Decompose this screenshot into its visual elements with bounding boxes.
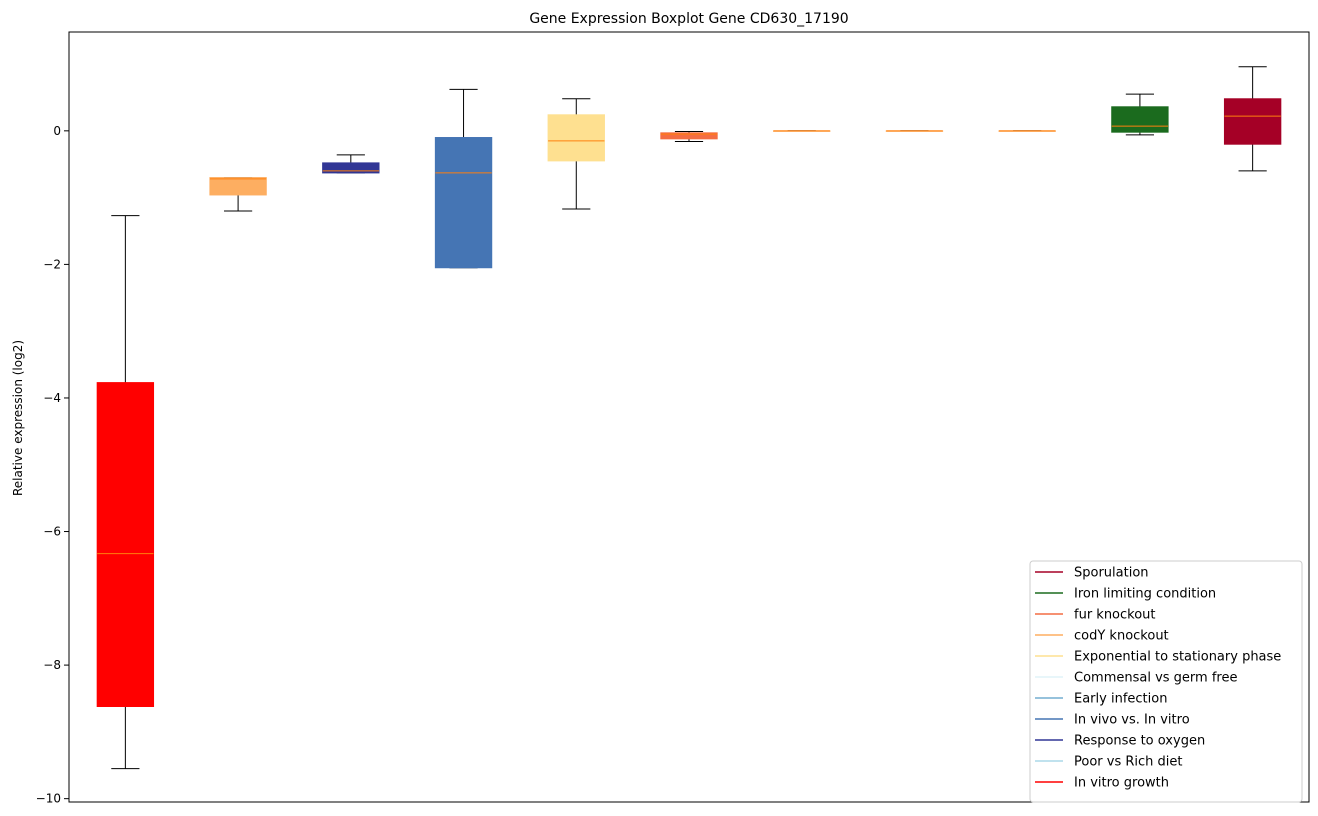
box-iqr (434, 137, 493, 269)
legend-item: Exponential to stationary phase (1035, 650, 1281, 665)
box-commensal-vs-germ-free (660, 131, 718, 143)
legend-label: In vitro growth (1074, 776, 1169, 791)
legend-label: codY knockout (1074, 629, 1169, 644)
y-tick-label: −2 (43, 257, 61, 271)
legend-item: fur knockout (1035, 608, 1156, 623)
boxes (96, 66, 1282, 770)
plot-frame (68, 31, 1310, 803)
legend-item: In vitro growth (1035, 776, 1169, 791)
legend-frame (1029, 560, 1303, 803)
legend-label: Commensal vs germ free (1074, 671, 1237, 686)
y-tick-label: 0 (53, 124, 61, 138)
box-iqr (322, 162, 380, 174)
box-response-to-oxygen (322, 154, 380, 174)
box-iqr (1111, 106, 1169, 133)
legend-item: Response to oxygen (1035, 734, 1205, 749)
box-iron-limiting-condition (1111, 93, 1169, 136)
legend-item: Sporulation (1035, 566, 1149, 581)
legend-item: In vivo vs. In vitro (1035, 713, 1190, 728)
box-iqr (547, 114, 605, 162)
legend-label: Exponential to stationary phase (1074, 650, 1281, 665)
legend-item: Commensal vs germ free (1035, 671, 1237, 686)
box-exponential-to-stationary-phase (773, 130, 831, 132)
y-tick-label: −6 (43, 525, 61, 539)
legend-item: Early infection (1035, 692, 1167, 707)
box-in-vivo-vs-in-vitro (434, 88, 493, 269)
box-poor-vs-rich-diet (209, 177, 267, 212)
box-early-infection (547, 98, 605, 210)
legend-item: Iron limiting condition (1035, 587, 1216, 602)
legend-label: Response to oxygen (1074, 734, 1205, 749)
box-iqr (1223, 98, 1282, 145)
legend-label: In vivo vs. In vitro (1074, 713, 1190, 728)
box-iqr (660, 132, 718, 140)
y-tick-label: −8 (43, 658, 61, 672)
y-axis: 0 −2 −4 −6 −8 −10 (36, 124, 69, 806)
box-iqr (96, 382, 155, 708)
legend-label: Early infection (1074, 692, 1167, 707)
chart-title: Gene Expression Boxplot Gene CD630_17190 (529, 11, 848, 27)
legend-label: Poor vs Rich diet (1074, 755, 1182, 770)
box-iqr (209, 177, 267, 196)
box-sporulation (1223, 66, 1282, 172)
box-cody-knockout (885, 130, 944, 132)
legend-item: codY knockout (1035, 629, 1169, 644)
legend-item: Poor vs Rich diet (1035, 755, 1182, 770)
box-fur-knockout (998, 130, 1056, 132)
legend-label: Iron limiting condition (1074, 587, 1216, 602)
box-in-vitro-growth (96, 215, 155, 770)
legend: Sporulation Iron limiting condition fur kn… (1029, 560, 1303, 803)
legend-label: fur knockout (1074, 608, 1156, 623)
y-tick-label: −4 (43, 391, 61, 405)
y-tick-label: −10 (36, 792, 61, 806)
legend-label: Sporulation (1074, 566, 1149, 581)
y-axis-label: Relative expression (log2) (11, 340, 25, 496)
